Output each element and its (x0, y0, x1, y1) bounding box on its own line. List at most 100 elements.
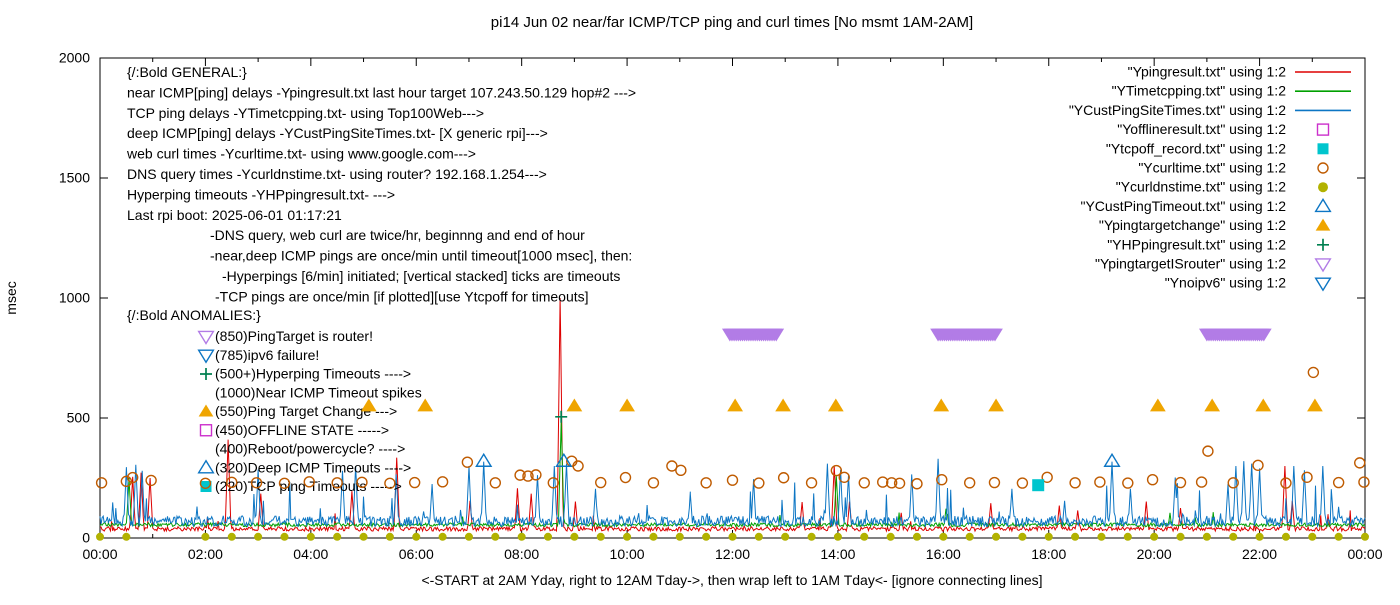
curl-times-point (1122, 477, 1134, 489)
curl-times-point (619, 471, 632, 484)
general-note-line: near ICMP[ping] delays -Ypingresult.txt … (127, 84, 636, 100)
curl-times-point (522, 470, 534, 482)
dns-times-point (1044, 532, 1053, 541)
dns-times-point (992, 532, 1001, 541)
legend-label: "Ycurldnstime.txt" using 1:2 (1116, 179, 1286, 195)
dns-times-point (570, 532, 579, 541)
legend-label: "YpingtargetISrouter" using 1:2 (1095, 256, 1286, 272)
ping-target-change-point (775, 398, 791, 412)
legend-marker-sample (1317, 162, 1329, 174)
curl-times-point (647, 477, 660, 489)
dns-times-point (1308, 532, 1317, 541)
legend: "Ypingresult.txt" using 1:2 "YTimetcpping… (1069, 64, 1351, 292)
x-tick-label: 02:00 (188, 546, 223, 562)
deep-icmp-line (99, 458, 1366, 529)
legend-label: "YHPpingresult.txt" using 1:2 (1107, 236, 1286, 252)
legend-marker-sample (1314, 277, 1332, 292)
dns-times-point (254, 532, 263, 541)
legend-marker-sample (1314, 198, 1332, 213)
anomaly-note-line: (1000)Near ICMP Timeout spikes (215, 384, 422, 400)
curl-times-point (1252, 459, 1264, 471)
dns-times-point (1018, 532, 1027, 541)
line-series (99, 297, 1366, 533)
curl-times-point (250, 477, 263, 489)
curl-times-point (830, 464, 843, 477)
ping-target-change-point (1307, 398, 1323, 412)
curl-times-point (877, 476, 889, 488)
anomaly-note-line: (500+)Hyperping Timeouts ----> (215, 366, 411, 382)
anomaly-marker-plus (200, 368, 212, 380)
dns-times-point (1071, 532, 1080, 541)
anomaly-note-line: (450)OFFLINE STATE -----> (215, 422, 389, 438)
dns-times-point (1361, 532, 1369, 541)
curl-times-point (145, 474, 157, 487)
x-tick-label: 00:00 (1347, 546, 1382, 562)
general-note-line: Hyperping timeouts -YHPpingresult.txt- -… (127, 186, 395, 202)
anomaly-note-line: (850)PingTarget is router! (215, 328, 373, 344)
curl-times-point (726, 474, 739, 486)
general-note-line: web curl times -Ycurltime.txt- using www… (126, 146, 476, 162)
chart-title: pi14 Jun 02 near/far ICMP/TCP ping and c… (491, 14, 973, 31)
y-tick-label: 2000 (59, 50, 90, 66)
x-tick-label: 16:00 (926, 546, 961, 562)
legend-label: "Ypingtargetchange" using 1:2 (1099, 217, 1286, 233)
dns-times-point (96, 532, 104, 541)
ping-target-is-router-point (768, 328, 785, 342)
curl-times-point (777, 472, 790, 484)
x-tick-label: 20:00 (1137, 546, 1172, 562)
dns-times-point (781, 532, 790, 541)
curl-times-point (1195, 476, 1208, 488)
legend-label: "YCustPingTimeout.txt" using 1:2 (1080, 198, 1286, 214)
anomaly-note-line: (785)ipv6 failure! (215, 347, 319, 363)
curl-times-point (1307, 366, 1320, 379)
point-series (95, 328, 1370, 541)
legend-marker-sample (1315, 218, 1331, 231)
curl-times-point (408, 476, 421, 489)
curl-times-point (126, 471, 139, 484)
legend-marker-sample (1317, 143, 1329, 155)
curl-times-point (1202, 445, 1214, 457)
general-note-line: -TCP pings are once/min [if plotted][use… (215, 288, 589, 304)
legend-marker-sample (1314, 258, 1332, 273)
dns-times-point (306, 532, 315, 541)
ping-target-change-point (1204, 398, 1221, 412)
curl-times-point (1227, 477, 1239, 489)
x-tick-label: 08:00 (504, 546, 539, 562)
curl-times-point (1358, 476, 1370, 488)
dns-times-point (702, 532, 711, 541)
curl-times-point (911, 478, 923, 490)
curl-times-point (331, 477, 343, 489)
ping-target-change-point (933, 398, 950, 412)
ping-target-change-point (417, 398, 434, 412)
curl-times-point (1041, 471, 1053, 483)
dns-times-point (1334, 532, 1343, 541)
general-note-line: -DNS query, web curl are twice/hr, begin… (210, 227, 585, 243)
dns-times-point (1176, 532, 1185, 541)
curl-times-point (675, 464, 687, 477)
dns-times-point (728, 532, 737, 541)
curl-times-point (436, 476, 449, 488)
general-note-line: -Hyperpings [6/min] initiated; [vertical… (222, 268, 620, 284)
general-note-line: {/:Bold GENERAL:} (127, 64, 247, 80)
anomaly-marker-triangle-down-open (197, 330, 215, 345)
dns-times-point (491, 532, 500, 541)
anomaly-marker-square-filled (200, 481, 212, 492)
legend-marker-sample (1317, 238, 1329, 251)
y-axis-label: msec (3, 281, 19, 314)
dns-times-point (517, 532, 526, 541)
curl-times-point (1280, 477, 1292, 489)
curl-times-point (1301, 471, 1313, 483)
dns-times-point (1097, 532, 1106, 541)
dns-times-point (649, 532, 658, 541)
curl-times-point (963, 477, 976, 489)
curl-times-point (489, 477, 502, 489)
deep-icmp-timeouts-point (475, 452, 493, 467)
dns-times-point (623, 532, 632, 541)
anomalies-header: {/:Bold ANOMALIES:} (127, 307, 261, 323)
dns-times-point (833, 532, 842, 541)
dns-times-point (333, 532, 342, 541)
legend-label: "Ytcpoff_record.txt" using 1:2 (1106, 140, 1286, 156)
general-note-line: deep ICMP[ping] delays -YCustPingSiteTim… (127, 125, 548, 141)
legend-marker-sample (1318, 182, 1328, 193)
